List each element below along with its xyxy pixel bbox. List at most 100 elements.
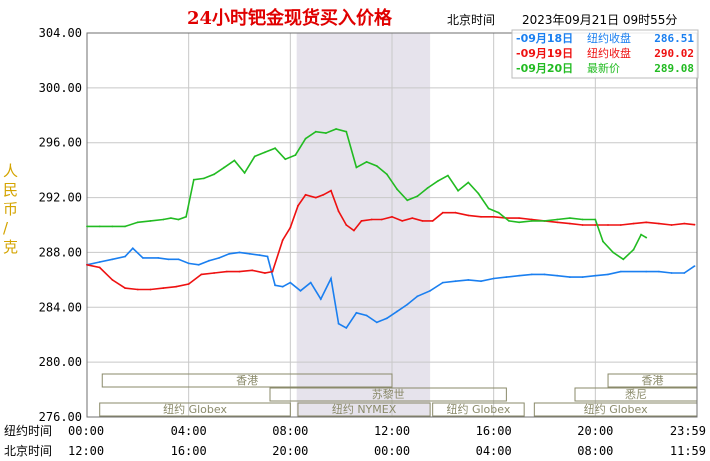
hongkong-2-session-label: 香港 — [642, 374, 664, 387]
data-point — [429, 289, 431, 292]
data-point — [683, 222, 686, 225]
data-point — [467, 279, 470, 281]
data-point — [86, 263, 88, 266]
data-point — [177, 218, 180, 221]
data-point — [607, 224, 609, 226]
data-point — [569, 276, 571, 278]
data-point — [518, 221, 520, 224]
data-point — [416, 195, 419, 198]
data-point — [480, 280, 482, 283]
data-point — [111, 225, 114, 228]
plot-frame — [86, 32, 698, 418]
data-point — [304, 193, 307, 196]
legend-entry-2: -09月19日 — [516, 47, 573, 60]
data-point — [170, 217, 172, 220]
data-point — [294, 154, 297, 157]
data-point — [131, 247, 134, 250]
data-point — [505, 276, 508, 278]
data-point — [98, 261, 101, 263]
data-point — [436, 180, 439, 183]
y-axis-ticks: 276.00 280.00 284.00 288.00 292.00 296.00 300.… — [39, 26, 82, 424]
data-point — [185, 215, 188, 218]
data-point — [480, 215, 482, 218]
nymex-session-bar — [297, 402, 431, 417]
data-point — [556, 218, 559, 221]
data-point — [208, 259, 210, 262]
hongkong-session-label: 香港 — [236, 374, 258, 387]
data-point — [530, 220, 533, 222]
data-point — [248, 252, 251, 255]
data-point — [492, 215, 495, 218]
data-point — [421, 220, 424, 222]
data-point — [289, 281, 292, 284]
data-point — [380, 218, 383, 221]
data-point — [322, 193, 325, 196]
data-point — [304, 137, 307, 140]
data-point — [497, 211, 500, 214]
data-point — [411, 217, 414, 220]
ny-tick-label: 16:00 — [476, 424, 512, 438]
ny-tick-label: 08:00 — [272, 424, 308, 438]
data-point — [258, 254, 261, 257]
data-point — [337, 322, 340, 325]
data-point — [454, 280, 457, 283]
data-point — [314, 196, 317, 199]
data-point — [251, 269, 254, 272]
legend: -09月18日 纽约收盘 286.51-09月19日 纽约收盘 290.02-09月20… — [511, 29, 699, 79]
data-point — [508, 220, 510, 222]
data-point — [345, 224, 348, 226]
data-point — [213, 272, 216, 274]
data-point — [345, 130, 348, 133]
data-point — [518, 217, 520, 220]
data-point — [233, 159, 236, 162]
data-point — [98, 225, 101, 228]
series-lines — [86, 128, 696, 329]
data-point — [569, 222, 571, 225]
data-point — [396, 310, 398, 313]
bj-tick-label: 20:00 — [272, 444, 308, 458]
hongkong-session-bar — [101, 373, 393, 388]
data-point — [86, 225, 88, 228]
data-point — [396, 188, 398, 191]
data-point — [693, 265, 696, 267]
ny-time-row-label: 纽约时间 — [4, 423, 52, 438]
data-point — [309, 281, 312, 284]
data-point — [370, 218, 373, 221]
data-point — [457, 189, 459, 192]
nymex-session-shade — [296, 33, 431, 417]
y-tick-label: 300.00 — [39, 81, 82, 95]
data-point — [149, 288, 152, 291]
data-point — [299, 289, 302, 292]
data-point — [375, 165, 378, 167]
globex-1-session-label: 纽约 Globex — [163, 402, 227, 416]
data-point — [401, 220, 404, 222]
globex-2-session-label: 纽约 Globex — [446, 402, 510, 416]
y-tick-label: 288.00 — [39, 245, 82, 259]
data-point — [431, 220, 434, 222]
globex-2-session-bar — [432, 402, 525, 417]
data-point — [167, 258, 170, 261]
data-point — [253, 155, 256, 158]
chart-title: 24小时钯金现货买入价格 — [187, 7, 393, 29]
data-point — [192, 178, 195, 181]
data-point — [645, 221, 648, 224]
data-point — [281, 239, 284, 242]
data-point — [111, 279, 114, 281]
ny-tick-label: 04:00 — [171, 424, 207, 438]
data-point — [274, 147, 276, 150]
data-point — [530, 273, 533, 276]
data-point — [149, 220, 152, 222]
data-point — [447, 174, 449, 177]
data-point — [530, 218, 533, 221]
data-point — [297, 204, 299, 207]
data-point — [386, 173, 388, 176]
data-point — [223, 166, 226, 169]
data-point — [136, 288, 139, 291]
y-tick-label: 296.00 — [39, 136, 82, 150]
data-point — [360, 220, 363, 222]
bj-time-row-label: 北京时间 — [4, 444, 52, 458]
data-point — [645, 236, 648, 239]
data-point — [632, 248, 635, 251]
